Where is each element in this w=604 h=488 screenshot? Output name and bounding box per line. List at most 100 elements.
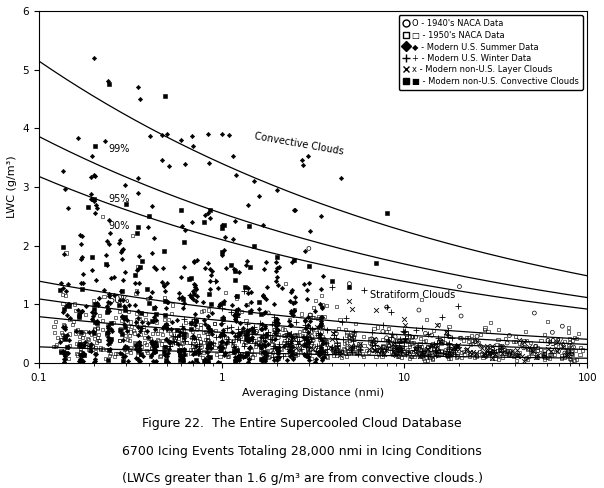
Point bbox=[175, 348, 184, 356]
Point bbox=[419, 351, 428, 359]
Point bbox=[443, 347, 453, 355]
Point bbox=[237, 349, 246, 357]
Point bbox=[533, 350, 543, 358]
Point bbox=[512, 346, 522, 354]
Point bbox=[89, 297, 98, 305]
Point bbox=[200, 264, 210, 272]
Point bbox=[259, 349, 269, 357]
Point bbox=[327, 346, 337, 353]
Point bbox=[135, 263, 145, 271]
Point bbox=[216, 346, 225, 354]
Point bbox=[390, 349, 400, 357]
Point bbox=[217, 337, 226, 345]
Point bbox=[373, 323, 382, 331]
Point bbox=[168, 301, 178, 309]
Point bbox=[161, 324, 171, 331]
Point bbox=[432, 345, 442, 353]
Point bbox=[74, 313, 84, 321]
Point bbox=[445, 350, 455, 358]
Point bbox=[155, 352, 165, 360]
Point bbox=[328, 329, 338, 337]
Point bbox=[506, 346, 515, 354]
Point bbox=[376, 349, 386, 357]
Point bbox=[423, 345, 433, 353]
Point bbox=[214, 359, 223, 366]
Point bbox=[158, 325, 168, 332]
Point bbox=[309, 304, 318, 311]
Point bbox=[438, 337, 448, 345]
Point bbox=[316, 352, 326, 360]
Point bbox=[244, 326, 254, 334]
Point bbox=[358, 350, 367, 358]
Point bbox=[489, 348, 499, 356]
Point bbox=[232, 335, 242, 343]
Point bbox=[327, 277, 336, 285]
Point bbox=[90, 319, 100, 326]
Point bbox=[231, 306, 241, 314]
Point bbox=[261, 332, 271, 340]
Point bbox=[246, 338, 255, 346]
Point bbox=[347, 305, 356, 313]
Point bbox=[56, 286, 65, 294]
Point bbox=[217, 344, 226, 352]
Point bbox=[95, 311, 104, 319]
Point bbox=[76, 349, 85, 357]
Point bbox=[349, 334, 358, 342]
Point bbox=[79, 357, 88, 365]
Point bbox=[429, 342, 439, 350]
Point bbox=[539, 352, 548, 360]
Point bbox=[419, 355, 429, 363]
Point bbox=[269, 353, 278, 361]
Point bbox=[194, 347, 204, 355]
Point bbox=[498, 343, 508, 351]
Point bbox=[513, 351, 523, 359]
Point bbox=[414, 352, 424, 360]
Point bbox=[316, 341, 326, 349]
Point bbox=[199, 328, 208, 336]
Point bbox=[284, 316, 294, 324]
Point bbox=[521, 336, 531, 344]
Point bbox=[152, 316, 161, 324]
X-axis label: Averaging Distance (nmi): Averaging Distance (nmi) bbox=[242, 388, 384, 398]
Point bbox=[267, 320, 277, 328]
Point bbox=[331, 348, 341, 356]
Point bbox=[286, 341, 295, 349]
Point bbox=[280, 336, 289, 344]
Point bbox=[567, 350, 577, 358]
Point bbox=[150, 304, 160, 311]
Point bbox=[242, 301, 252, 309]
Point bbox=[512, 350, 522, 358]
Point bbox=[569, 356, 579, 364]
Point bbox=[352, 349, 362, 357]
Point bbox=[88, 312, 98, 320]
Point bbox=[132, 343, 141, 350]
Point bbox=[137, 343, 146, 350]
Point bbox=[284, 341, 294, 349]
Point bbox=[301, 337, 311, 345]
Point bbox=[72, 349, 82, 357]
Point bbox=[78, 279, 88, 287]
Point bbox=[171, 334, 181, 342]
Point bbox=[199, 306, 209, 314]
Point bbox=[89, 195, 98, 203]
Point bbox=[103, 321, 113, 329]
Point bbox=[391, 338, 400, 346]
Point bbox=[162, 321, 172, 329]
Point bbox=[188, 295, 198, 303]
Point bbox=[220, 331, 230, 339]
Point bbox=[286, 352, 295, 360]
Point bbox=[300, 322, 310, 329]
Point bbox=[536, 346, 545, 354]
Point bbox=[237, 326, 247, 334]
Point bbox=[271, 277, 281, 285]
Point bbox=[472, 332, 482, 340]
Point bbox=[367, 328, 377, 336]
Point bbox=[551, 342, 561, 349]
Point bbox=[530, 342, 540, 350]
Point bbox=[240, 284, 250, 291]
Point bbox=[58, 330, 68, 338]
Point bbox=[172, 316, 182, 324]
Point bbox=[260, 342, 270, 350]
Point bbox=[86, 190, 95, 198]
Point bbox=[283, 337, 293, 345]
